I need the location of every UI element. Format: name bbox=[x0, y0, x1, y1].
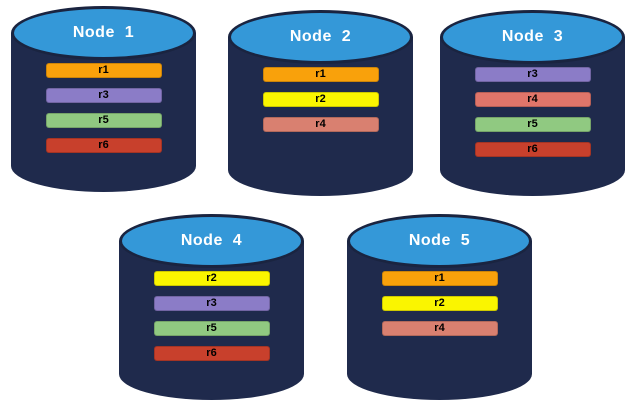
node-4-cylinder: Node 4 r2 r3 r5 r6 bbox=[119, 214, 304, 400]
node-3-replica-bar-r4: r4 bbox=[474, 92, 591, 107]
node-5-cylinder-top: Node 5 bbox=[347, 214, 532, 268]
node-1-cylinder: Node 1 r1 r3 r5 r6 bbox=[11, 6, 196, 192]
node-1-replica-bar-r6: r6 bbox=[45, 138, 162, 153]
node-5-replica-bar-r4: r4 bbox=[381, 321, 498, 336]
node-4-replica-bar-r2: r2 bbox=[153, 271, 270, 286]
node-5-title: Node 5 bbox=[408, 232, 471, 249]
node-3-replica-bar-r5: r5 bbox=[474, 117, 591, 132]
node-3-cylinder-top: Node 3 bbox=[440, 10, 625, 64]
node-3-title: Node 3 bbox=[501, 28, 564, 45]
node-4-replica-bar-r3: r3 bbox=[153, 296, 270, 311]
node-1-cylinder-top: Node 1 bbox=[11, 6, 196, 60]
node-5-replica-bar-r2: r2 bbox=[381, 296, 498, 311]
node-1-replica-bar-r5: r5 bbox=[45, 113, 162, 128]
node-1-replica-bar-r3: r3 bbox=[45, 88, 162, 103]
node-5-replica-bar-r1: r1 bbox=[381, 271, 498, 286]
node-3-cylinder: Node 3 r3 r4 r5 r6 bbox=[440, 10, 625, 196]
node-2-replica-list: r1 r2 r4 bbox=[262, 67, 379, 132]
node-4-replica-bar-r6: r6 bbox=[153, 346, 270, 361]
node-1-replica-list: r1 r3 r5 r6 bbox=[45, 63, 162, 153]
node-3-replica-bar-r6: r6 bbox=[474, 142, 591, 157]
node-4-replica-bar-r5: r5 bbox=[153, 321, 270, 336]
node-3-replica-list: r3 r4 r5 r6 bbox=[474, 67, 591, 157]
node-2-cylinder-top: Node 2 bbox=[228, 10, 413, 64]
node-2-replica-bar-r4: r4 bbox=[262, 117, 379, 132]
node-4-replica-list: r2 r3 r5 r6 bbox=[153, 271, 270, 361]
node-2-replica-bar-r2: r2 bbox=[262, 92, 379, 107]
node-5-replica-list: r1 r2 r4 bbox=[381, 271, 498, 336]
node-2-title: Node 2 bbox=[289, 28, 352, 45]
node-4-cylinder-top: Node 4 bbox=[119, 214, 304, 268]
node-1-title: Node 1 bbox=[72, 24, 135, 41]
node-4-title: Node 4 bbox=[180, 232, 243, 249]
node-2-cylinder: Node 2 r1 r2 r4 bbox=[228, 10, 413, 196]
node-3-replica-bar-r3: r3 bbox=[474, 67, 591, 82]
node-5-cylinder: Node 5 r1 r2 r4 bbox=[347, 214, 532, 400]
node-1-replica-bar-r1: r1 bbox=[45, 63, 162, 78]
node-2-replica-bar-r1: r1 bbox=[262, 67, 379, 82]
